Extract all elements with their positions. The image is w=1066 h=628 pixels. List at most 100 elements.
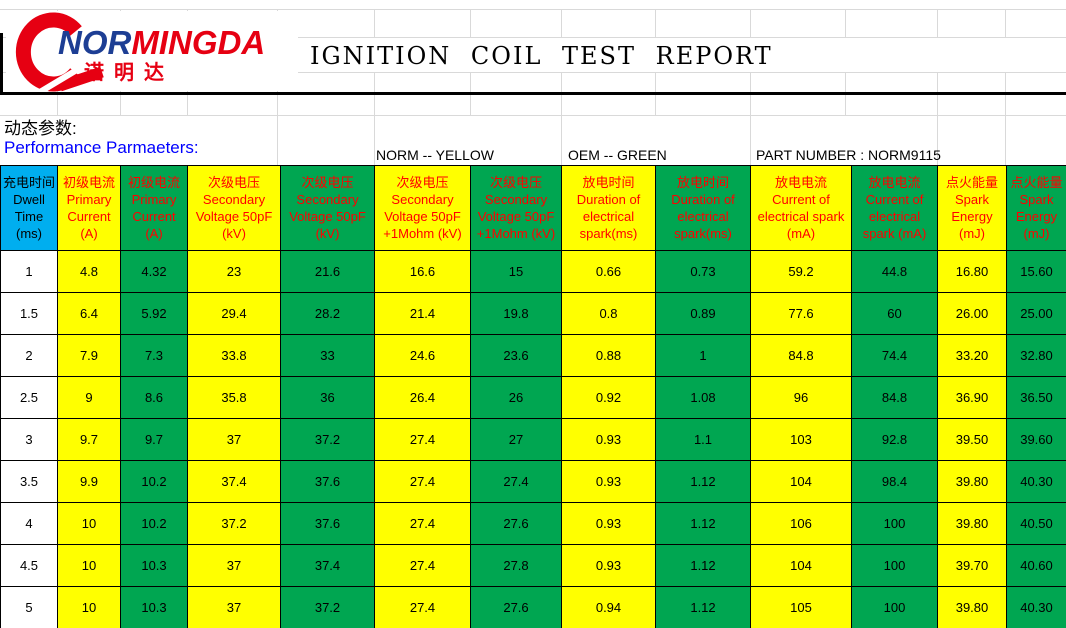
table-cell[interactable]: 10 [57, 586, 121, 628]
column-header-8[interactable]: 放电时间 Duration of electrical spark(ms) [655, 165, 751, 251]
dwell-time-cell[interactable]: 1 [0, 250, 58, 293]
table-cell[interactable]: 10.2 [120, 502, 188, 545]
table-cell[interactable]: 19.8 [470, 292, 562, 335]
table-cell[interactable]: 33 [280, 334, 375, 377]
dwell-time-cell[interactable]: 3 [0, 418, 58, 461]
table-cell[interactable]: 37.4 [280, 544, 375, 587]
dwell-time-cell[interactable]: 4 [0, 502, 58, 545]
table-cell[interactable]: 40.30 [1006, 586, 1066, 628]
table-cell[interactable]: 37.6 [280, 502, 375, 545]
table-cell[interactable]: 36.50 [1006, 376, 1066, 419]
table-cell[interactable]: 23.6 [470, 334, 562, 377]
column-header-9[interactable]: 放电电流 Current of electrical spark (mA) [750, 165, 852, 251]
table-cell[interactable]: 33.8 [187, 334, 281, 377]
table-cell[interactable]: 0.66 [561, 250, 656, 293]
table-cell[interactable]: 1.08 [655, 376, 751, 419]
table-cell[interactable]: 104 [750, 544, 852, 587]
table-cell[interactable]: 39.70 [937, 544, 1007, 587]
table-cell[interactable]: 0.93 [561, 418, 656, 461]
table-cell[interactable]: 28.2 [280, 292, 375, 335]
table-cell[interactable]: 10.3 [120, 586, 188, 628]
table-cell[interactable]: 10 [57, 502, 121, 545]
table-cell[interactable]: 9.7 [120, 418, 188, 461]
table-cell[interactable]: 10.3 [120, 544, 188, 587]
table-cell[interactable]: 37.2 [187, 502, 281, 545]
column-header-0[interactable]: 充电时间Dwell Time (ms) [0, 165, 58, 251]
table-cell[interactable]: 1.12 [655, 460, 751, 503]
table-cell[interactable]: 7.3 [120, 334, 188, 377]
table-cell[interactable]: 0.89 [655, 292, 751, 335]
column-header-12[interactable]: 点火能量 Spark Energy (mJ) [1006, 165, 1066, 251]
table-cell[interactable]: 39.80 [937, 460, 1007, 503]
table-cell[interactable]: 29.4 [187, 292, 281, 335]
table-cell[interactable]: 0.8 [561, 292, 656, 335]
table-cell[interactable]: 1.12 [655, 586, 751, 628]
dwell-time-cell[interactable]: 4.5 [0, 544, 58, 587]
table-cell[interactable]: 4.8 [57, 250, 121, 293]
table-cell[interactable]: 21.6 [280, 250, 375, 293]
table-cell[interactable]: 27.6 [470, 502, 562, 545]
table-cell[interactable]: 10 [57, 544, 121, 587]
table-cell[interactable]: 16.80 [937, 250, 1007, 293]
table-cell[interactable]: 33.20 [937, 334, 1007, 377]
table-cell[interactable]: 26 [470, 376, 562, 419]
table-cell[interactable]: 92.8 [851, 418, 938, 461]
table-cell[interactable]: 100 [851, 586, 938, 628]
table-cell[interactable]: 39.60 [1006, 418, 1066, 461]
dwell-time-cell[interactable]: 3.5 [0, 460, 58, 503]
table-cell[interactable]: 39.80 [937, 586, 1007, 628]
table-cell[interactable]: 74.4 [851, 334, 938, 377]
table-cell[interactable]: 37 [187, 586, 281, 628]
table-cell[interactable]: 27.4 [374, 544, 471, 587]
table-cell[interactable]: 37 [187, 418, 281, 461]
table-cell[interactable]: 84.8 [851, 376, 938, 419]
table-cell[interactable]: 0.73 [655, 250, 751, 293]
dwell-time-cell[interactable]: 5 [0, 586, 58, 628]
table-cell[interactable]: 4.32 [120, 250, 188, 293]
table-cell[interactable]: 98.4 [851, 460, 938, 503]
dwell-time-cell[interactable]: 2 [0, 334, 58, 377]
table-cell[interactable]: 40.60 [1006, 544, 1066, 587]
table-cell[interactable]: 25.00 [1006, 292, 1066, 335]
table-cell[interactable]: 27 [470, 418, 562, 461]
table-cell[interactable]: 23 [187, 250, 281, 293]
table-cell[interactable]: 27.6 [470, 586, 562, 628]
table-cell[interactable]: 0.94 [561, 586, 656, 628]
table-cell[interactable]: 37.2 [280, 586, 375, 628]
table-cell[interactable]: 60 [851, 292, 938, 335]
table-cell[interactable]: 40.50 [1006, 502, 1066, 545]
table-cell[interactable]: 103 [750, 418, 852, 461]
column-header-11[interactable]: 点火能量 Spark Energy (mJ) [937, 165, 1007, 251]
table-cell[interactable]: 1 [655, 334, 751, 377]
table-cell[interactable]: 59.2 [750, 250, 852, 293]
table-cell[interactable]: 37.6 [280, 460, 375, 503]
table-cell[interactable]: 0.88 [561, 334, 656, 377]
column-header-5[interactable]: 次级电压 Secondary Voltage 50pF +1Mohm (kV) [374, 165, 471, 251]
table-cell[interactable]: 8.6 [120, 376, 188, 419]
table-cell[interactable]: 0.92 [561, 376, 656, 419]
column-header-6[interactable]: 次级电压 Secondary Voltage 50pF +1Mohm (kV) [470, 165, 562, 251]
dwell-time-cell[interactable]: 2.5 [0, 376, 58, 419]
table-cell[interactable]: 36 [280, 376, 375, 419]
table-cell[interactable]: 36.90 [937, 376, 1007, 419]
table-cell[interactable]: 9 [57, 376, 121, 419]
table-cell[interactable]: 1.12 [655, 544, 751, 587]
table-cell[interactable]: 44.8 [851, 250, 938, 293]
column-header-1[interactable]: 初级电流 Primary Current (A) [57, 165, 121, 251]
table-cell[interactable]: 84.8 [750, 334, 852, 377]
table-cell[interactable]: 27.4 [374, 460, 471, 503]
table-cell[interactable]: 35.8 [187, 376, 281, 419]
column-header-3[interactable]: 次级电压 Secondary Voltage 50pF (kV) [187, 165, 281, 251]
table-cell[interactable]: 39.80 [937, 502, 1007, 545]
table-cell[interactable]: 40.30 [1006, 460, 1066, 503]
table-cell[interactable]: 37.2 [280, 418, 375, 461]
table-cell[interactable]: 10.2 [120, 460, 188, 503]
table-cell[interactable]: 26.4 [374, 376, 471, 419]
table-cell[interactable]: 32.80 [1006, 334, 1066, 377]
table-cell[interactable]: 21.4 [374, 292, 471, 335]
table-cell[interactable]: 9.9 [57, 460, 121, 503]
table-cell[interactable]: 0.93 [561, 544, 656, 587]
table-cell[interactable]: 37.4 [187, 460, 281, 503]
table-cell[interactable]: 100 [851, 544, 938, 587]
table-cell[interactable]: 77.6 [750, 292, 852, 335]
